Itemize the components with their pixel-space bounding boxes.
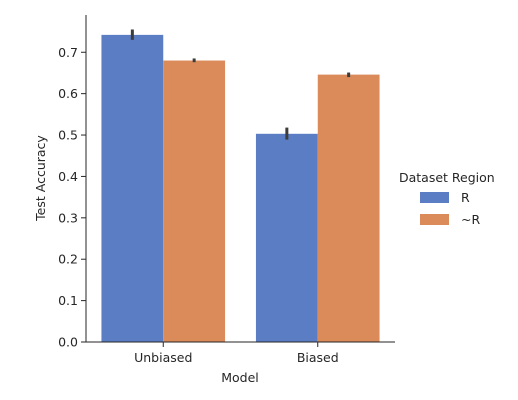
y-tick-label: 0.1 [58, 293, 78, 308]
y-tick-label: 0.5 [58, 128, 78, 143]
x-axis-label: Model [221, 370, 259, 385]
legend-label-r: R [461, 190, 470, 205]
y-tick-label: 0.7 [58, 45, 78, 60]
y-axis-ticks: 0.0 0.1 0.2 0.3 0.4 0.5 0.6 0.7 [58, 45, 86, 350]
legend-label-not-r: ~R [461, 212, 480, 227]
bar [163, 60, 226, 342]
legend: Dataset Region R ~R [399, 170, 495, 227]
bar [101, 34, 164, 343]
x-axis-ticks: Unbiased Biased [134, 342, 339, 365]
legend-title: Dataset Region [399, 170, 495, 185]
error-bars [130, 29, 351, 140]
x-tick-label: Unbiased [134, 350, 192, 365]
y-tick-label: 0.3 [58, 210, 78, 225]
bar [255, 133, 318, 342]
legend-swatch-r [420, 192, 449, 203]
x-tick-label: Biased [297, 350, 339, 365]
legend-swatch-not-r [420, 214, 449, 225]
bar [317, 74, 380, 342]
y-axis-label: Test Accuracy [33, 135, 48, 222]
y-tick-label: 0.2 [58, 252, 78, 267]
y-tick-label: 0.6 [58, 86, 78, 101]
y-tick-label: 0.4 [58, 169, 78, 184]
bars [101, 34, 380, 343]
y-tick-label: 0.0 [58, 335, 78, 350]
